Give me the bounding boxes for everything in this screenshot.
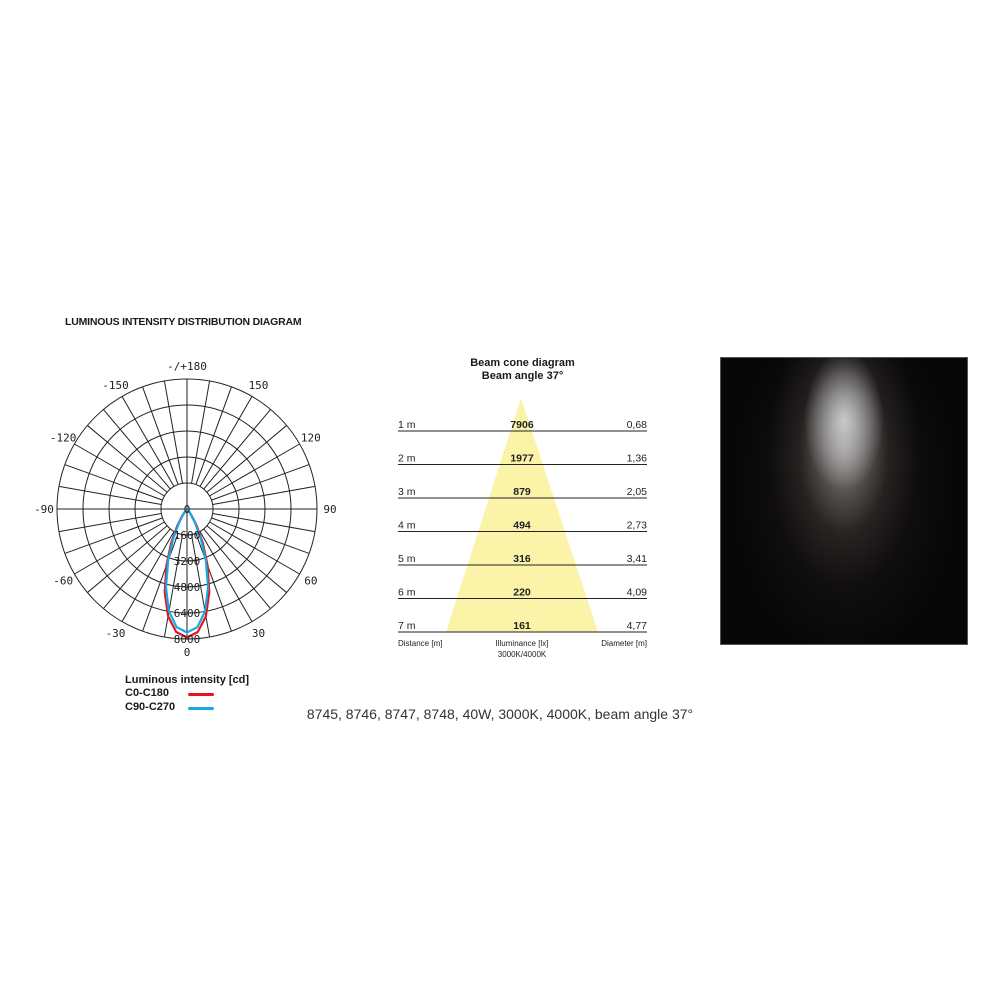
row-diameter: 4,09 (627, 587, 648, 599)
beam-cone-diagram: 1 m 7906 0,68 2 m 1977 1,36 3 m 879 2,05 4 m 494 2,… (398, 398, 648, 659)
column-header: Diameter [m] (601, 639, 647, 648)
grid-spoke (163, 380, 183, 484)
cone-row: 5 m 316 3,41 (398, 553, 648, 566)
angle-label: -90 (34, 503, 54, 516)
light-glow (721, 358, 967, 644)
grid-spoke (199, 531, 253, 622)
cone-row: 3 m 879 2,05 (398, 486, 648, 499)
row-diameter: 4,77 (627, 620, 648, 632)
grid-spoke (209, 521, 300, 575)
grid-spoke (103, 409, 171, 490)
row-distance: 2 m (398, 453, 416, 465)
row-illuminance: 494 (513, 520, 531, 532)
diagram-title: LUMINOUS INTENSITY DISTRIBUTION DIAGRAM (65, 316, 302, 328)
grid-spoke (191, 534, 211, 638)
grid-spoke (206, 525, 287, 593)
grid-spoke (195, 386, 232, 485)
row-illuminance: 161 (513, 620, 531, 632)
radial-tick-label: 4800 (174, 581, 201, 594)
grid-spoke (103, 528, 171, 609)
grid-spoke (209, 443, 300, 497)
grid-spoke (87, 525, 168, 593)
grid-spoke (211, 517, 310, 554)
row-diameter: 2,73 (627, 520, 648, 532)
cone-row: 4 m 494 2,73 (398, 520, 647, 532)
grid-spoke (58, 485, 162, 505)
grid-spoke (203, 409, 271, 490)
grid-spoke (64, 464, 163, 501)
grid-spoke (74, 443, 165, 497)
row-distance: 6 m (398, 587, 416, 599)
grid-spoke (195, 533, 232, 632)
grid-spoke (74, 521, 165, 575)
legend-swatch-red (188, 693, 214, 696)
row-distance: 1 m (398, 419, 416, 431)
angle-label: -120 (50, 432, 77, 445)
row-distance: 3 m (398, 486, 416, 498)
radial-tick-label: 3200 (174, 555, 201, 568)
radial-tick-label: 1600 (174, 529, 201, 542)
radial-tick-label: 8000 (174, 633, 201, 646)
row-diameter: 1,36 (627, 453, 648, 465)
legend-item-c0-c180: C0-C180 (125, 687, 214, 699)
grid-spoke (121, 531, 175, 622)
polar-intensity-chart: -/+180 -150 150 -120 120 -90 90 -60 60 -30 30 0 0 160… (34, 360, 337, 659)
grid-spoke (58, 513, 162, 533)
row-illuminance: 879 (513, 486, 531, 498)
row-diameter: 2,05 (627, 486, 648, 498)
column-header: Illuminance [lx] (496, 639, 549, 648)
grid-spoke (191, 380, 211, 484)
row-illuminance: 220 (513, 587, 531, 599)
legend-swatch-blue (188, 707, 214, 710)
legend-label: C0-C180 (125, 687, 170, 699)
angle-label: 150 (249, 379, 269, 392)
row-diameter: 3,41 (627, 553, 648, 565)
row-distance: 5 m (398, 553, 416, 565)
legend-item-c90-c270: C90-C270 (125, 701, 214, 713)
column-note: 3000K/4000K (498, 650, 547, 659)
row-illuminance: 7906 (510, 419, 534, 431)
row-diameter: 0,68 (627, 419, 648, 431)
grid-spoke (163, 534, 183, 638)
row-illuminance: 316 (513, 553, 531, 565)
angle-label: 0 (184, 646, 191, 659)
cone-row: 6 m 220 4,09 (398, 587, 647, 599)
legend-label: C90-C270 (125, 701, 176, 713)
angle-label: -60 (53, 575, 73, 588)
cone-row: 7 m 161 4,77 (398, 620, 648, 633)
radial-tick-label: 6400 (174, 607, 201, 620)
cone-row: 2 m 1977 1,36 (398, 453, 647, 465)
grid-spoke (142, 386, 179, 485)
angle-label: -150 (102, 379, 129, 392)
cone-subtitle: Beam angle 37° (481, 370, 564, 382)
grid-spoke (206, 425, 287, 493)
grid-spoke (203, 528, 271, 609)
grid-spoke (199, 396, 253, 487)
angle-label: 60 (304, 575, 317, 588)
grid-spoke (212, 513, 316, 533)
cone-title: Beam cone diagram (470, 357, 575, 369)
angle-label: 120 (301, 432, 321, 445)
grid-spoke (211, 464, 310, 501)
row-distance: 4 m (398, 520, 416, 532)
angle-label: -30 (106, 627, 126, 640)
grid-spoke (142, 533, 179, 632)
cone-row: 1 m 7906 0,68 (398, 419, 648, 432)
radial-tick-label: 0 (184, 503, 191, 516)
beam-light-photo (720, 357, 968, 645)
series-curve-c90-c270 (164, 507, 210, 634)
row-distance: 7 m (398, 620, 416, 632)
grid-spoke (212, 485, 316, 505)
column-header: Distance [m] (398, 639, 442, 648)
angle-label: -/+180 (167, 360, 207, 373)
grid-spoke (87, 425, 168, 493)
angle-label: 30 (252, 627, 265, 640)
angle-label: 90 (323, 503, 336, 516)
product-caption: 8745, 8746, 8747, 8748, 40W, 3000K, 4000… (306, 706, 694, 722)
beam-cone (446, 398, 598, 632)
row-illuminance: 1977 (510, 453, 534, 465)
grid-spoke (64, 517, 163, 554)
legend-title: Luminous intensity [cd] (125, 674, 250, 686)
grid-spoke (121, 396, 175, 487)
